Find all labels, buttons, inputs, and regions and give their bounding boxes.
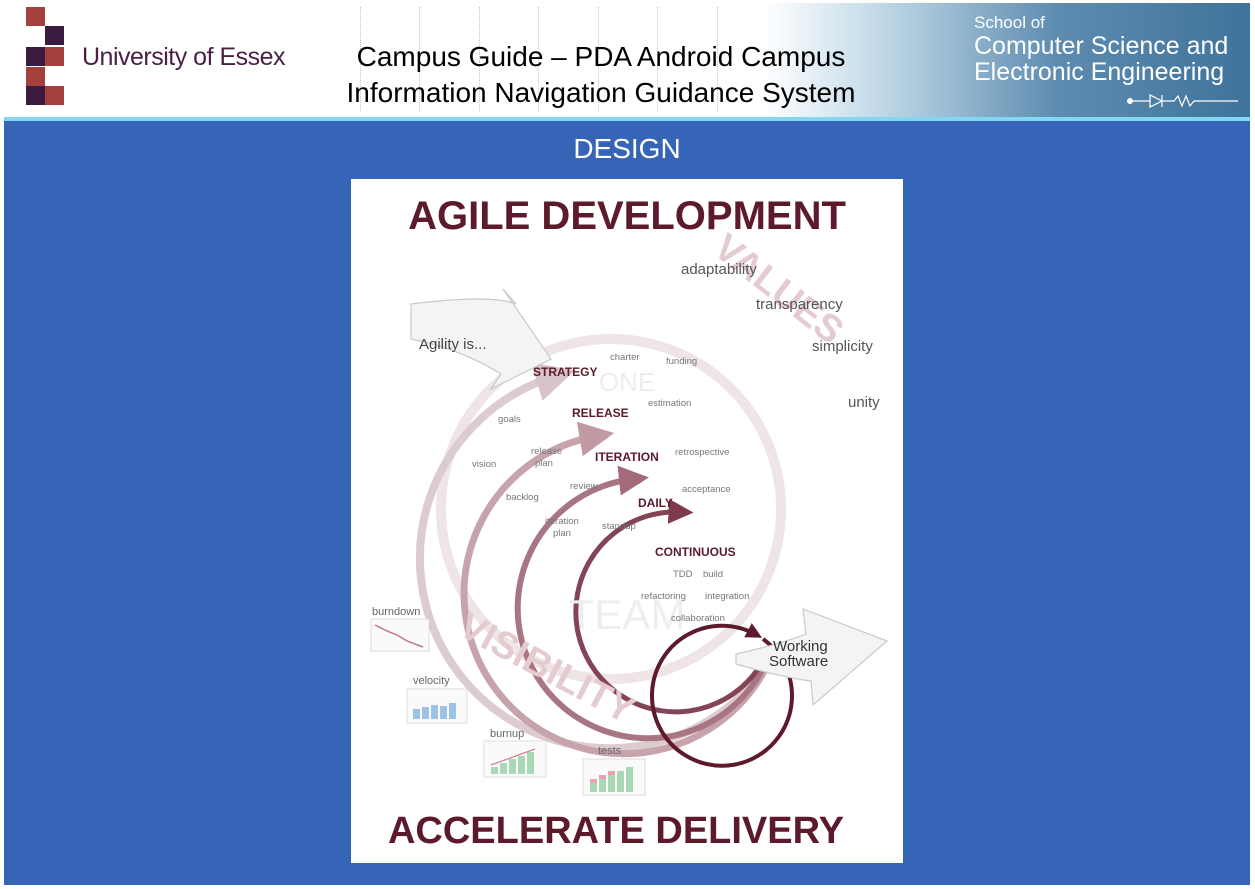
practice-standup: standup — [602, 521, 636, 532]
working-label: Working — [773, 638, 828, 655]
level-daily: DAILY — [638, 496, 673, 510]
tests-chart-icon — [582, 758, 646, 796]
level-continuous: CONTINUOUS — [655, 545, 736, 559]
practice-release-plan: plan — [535, 458, 553, 469]
title-line-2: Information Navigation Guidance System — [346, 77, 856, 108]
circuit-icon — [1127, 94, 1238, 108]
software-label: Software — [769, 653, 828, 670]
value-unity: unity — [848, 394, 880, 411]
practice-backlog: backlog — [506, 492, 539, 503]
university-logo-icon — [26, 7, 66, 107]
metric-burnup: burnup — [490, 728, 524, 740]
practice-refactoring: refactoring — [641, 591, 686, 602]
slide-header: University of Essex Campus Guide – PDA A… — [4, 3, 1250, 121]
practice-charter: charter — [610, 352, 640, 363]
value-adaptability: adaptability — [681, 261, 757, 278]
value-transparency: transparency — [756, 296, 843, 313]
school-line-2: Computer Science and — [974, 32, 1229, 60]
agile-development-poster: ONE TEAM AGILE DEVELOPMENT ACCELERATE DE… — [351, 179, 903, 863]
level-release: RELEASE — [572, 406, 629, 420]
practice-review: review — [570, 481, 598, 492]
school-line-3: Electronic Engineering — [974, 58, 1225, 86]
burndown-chart-icon — [370, 618, 430, 652]
metric-velocity: velocity — [413, 675, 450, 687]
poster-footer: ACCELERATE DELIVERY — [388, 810, 844, 852]
practice-iteration: iteration — [545, 516, 579, 527]
continuous-arc — [650, 623, 794, 768]
agility-arrow — [410, 288, 552, 391]
iteration-arc — [514, 465, 772, 742]
working-software-arrow — [735, 608, 889, 707]
release-arc — [460, 421, 775, 758]
university-name: University of Essex — [82, 43, 286, 71]
values-word: VALUES — [706, 226, 851, 352]
background-ring — [436, 334, 786, 684]
one-watermark: ONE — [599, 367, 655, 397]
practice-acceptance: acceptance — [682, 484, 731, 495]
velocity-chart-icon — [406, 688, 468, 724]
slide-body: DESIGN — [4, 121, 1250, 885]
practice-estimation: estimation — [648, 398, 691, 409]
daily-arc — [573, 498, 770, 715]
agility-label: Agility is... — [419, 336, 487, 353]
burnup-chart-icon — [483, 740, 547, 778]
practice-integration: integration — [705, 591, 749, 602]
title-line-1: Campus Guide – PDA Android Campus — [356, 41, 846, 72]
value-simplicity: simplicity — [812, 338, 873, 355]
practice-goals: goals — [498, 414, 521, 425]
practice-vision: vision — [472, 459, 496, 470]
metric-burndown: burndown — [372, 606, 420, 618]
practice-release: release — [531, 446, 562, 457]
practice-retrospective: retrospective — [675, 447, 729, 458]
school-line-1: School of — [974, 13, 1045, 32]
school-name: School of Computer Science and Electroni… — [974, 13, 1228, 85]
poster-heading: AGILE DEVELOPMENT — [408, 194, 846, 238]
practice-iteration-plan: plan — [553, 528, 571, 539]
practice-collaboration: collaboration — [671, 613, 725, 624]
slide: University of Essex Campus Guide – PDA A… — [4, 3, 1250, 885]
practice-tdd: TDD — [673, 569, 693, 580]
level-iteration: ITERATION — [595, 450, 659, 464]
level-strategy: STRATEGY — [533, 365, 597, 379]
header-binary-backdrop — [764, 3, 1250, 117]
practice-build: build — [703, 569, 723, 580]
practice-funding: funding — [666, 356, 697, 367]
agile-diagram: ONE TEAM AGILE DEVELOPMENT ACCELERATE DE… — [370, 194, 889, 852]
team-watermark: TEAM — [569, 591, 686, 638]
page-title: Campus Guide – PDA Android Campus Inform… — [316, 39, 886, 111]
section-title: DESIGN — [573, 133, 681, 164]
metric-tests: tests — [598, 745, 622, 757]
